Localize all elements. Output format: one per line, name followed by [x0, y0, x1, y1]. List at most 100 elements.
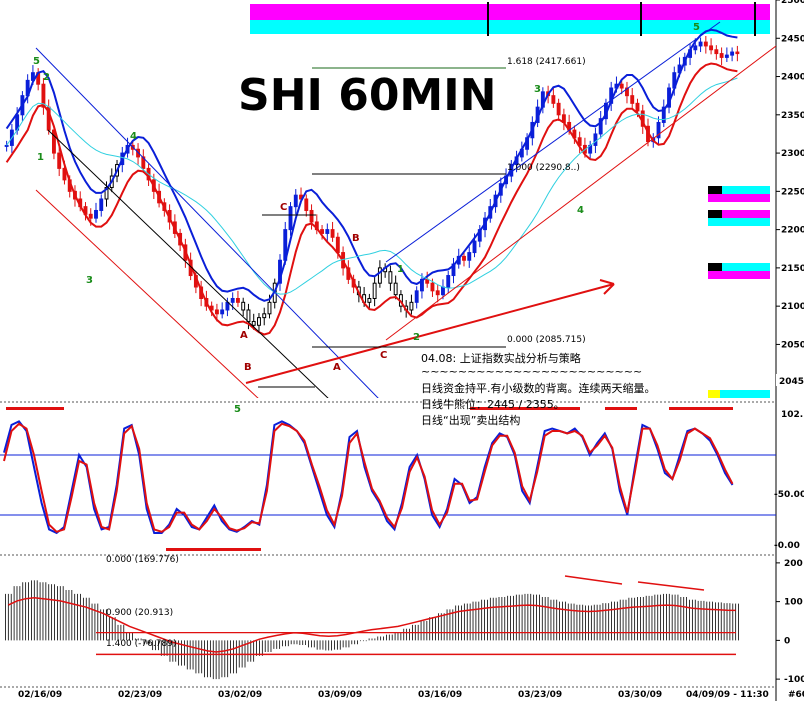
- candle-body: [257, 317, 261, 326]
- side-band-marker: [708, 263, 722, 271]
- trendline-channel-red: [385, 45, 776, 341]
- side-band: [708, 210, 770, 218]
- trendline-channel-red: [35, 189, 259, 398]
- macd-label-0900: 0.900 (20.913): [106, 608, 173, 618]
- side-band-marker: [708, 186, 722, 194]
- candle-body: [656, 121, 661, 139]
- candle-body: [225, 301, 230, 311]
- candle-body: [235, 298, 240, 303]
- candle-body: [472, 240, 477, 254]
- candle-body: [309, 209, 314, 223]
- macd-tick-label: -100: [784, 675, 804, 685]
- candle-body: [325, 229, 330, 234]
- candle-body: [556, 102, 561, 116]
- stoch-tick-50: -50.00: [774, 490, 804, 500]
- candle-body: [141, 156, 146, 169]
- candle-body: [388, 271, 393, 284]
- stoch-top-label: 102.: [781, 410, 803, 420]
- macd-arrow: [564, 575, 623, 585]
- macd-arrow: [637, 581, 705, 591]
- y-tick-label: 2100.: [781, 302, 804, 312]
- candle-body: [625, 87, 629, 97]
- y-tick-label: 2500.: [781, 0, 804, 6]
- candle-body: [724, 54, 729, 58]
- candle-body: [99, 198, 104, 211]
- wave-label-green: 4: [130, 131, 137, 142]
- x-tick-label: 02/16/09: [18, 690, 62, 700]
- candle-body: [304, 198, 309, 211]
- candle-body: [462, 255, 466, 261]
- candle-body: [246, 309, 251, 322]
- candle-body: [735, 51, 740, 55]
- stoch-signal-bar: [6, 407, 64, 410]
- price-panel: [0, 0, 776, 398]
- current-price-label: 2045.: [779, 377, 804, 387]
- current-price-box: [776, 374, 804, 386]
- wave-label-green: 5: [693, 22, 700, 33]
- y-tick-label: 2400.: [781, 73, 804, 83]
- x-tick-label: 03/23/09: [518, 690, 562, 700]
- wave-label-red: C: [280, 202, 287, 213]
- stoch-signal-bar: [605, 407, 637, 410]
- candle-body: [709, 45, 714, 51]
- candle-body: [241, 301, 246, 311]
- fib-label-0000: 0.000 (2085.715): [507, 335, 586, 345]
- side-band: [708, 263, 770, 271]
- candle-body: [230, 298, 235, 303]
- fib-label-1000: 1.000 (2290.8..): [507, 163, 580, 173]
- candle-body: [551, 95, 556, 104]
- wave-label-green: 2: [413, 332, 420, 343]
- x-tick-label: 04/09/09 - 11:30: [686, 690, 769, 700]
- candle-body: [377, 267, 382, 284]
- candle-body: [630, 95, 635, 104]
- macd-label-0: 0.000 (169.776): [106, 555, 179, 565]
- candle-body: [367, 298, 372, 303]
- wave-label-green: 2: [43, 72, 50, 83]
- candle-body: [714, 49, 719, 55]
- candle-body: [619, 83, 624, 89]
- wave-label-green: 5: [33, 56, 40, 67]
- macd-tick-label: 200: [784, 559, 803, 569]
- wave-label-green: 3: [534, 84, 541, 95]
- side-band-marker: [708, 210, 722, 218]
- candle-body: [62, 167, 67, 181]
- y-tick-label: 2200.: [781, 226, 804, 236]
- trendline-black: [47, 129, 329, 398]
- candle-body: [446, 275, 451, 288]
- arrow-trendline: [245, 283, 615, 384]
- commentary-line-3: 日线“出现”卖出结构: [421, 413, 520, 427]
- candle-body: [251, 320, 256, 326]
- candle-body: [57, 152, 62, 169]
- candle-body: [262, 313, 267, 319]
- y-tick-label: 2350.: [781, 111, 804, 121]
- commentary-heading: 04.08: 上证指数实战分析与策略: [421, 351, 581, 365]
- commentary-divider: ~~~~~~~~~~~~~~~~~~~~~~~~: [421, 365, 642, 378]
- candle-body: [698, 41, 703, 47]
- candle-body: [267, 301, 272, 315]
- side-band: [708, 186, 770, 194]
- candle-body: [393, 282, 398, 296]
- candle-body: [419, 278, 424, 292]
- stoch-signal-bar: [166, 548, 261, 551]
- candle-body: [220, 309, 225, 315]
- candle-body: [593, 133, 598, 146]
- y-axis-column: [776, 0, 804, 701]
- chart-title: SHI 60MIN: [238, 70, 496, 121]
- candle-body: [288, 206, 293, 231]
- candle-body: [414, 290, 419, 303]
- macd-signal-line: [7, 596, 736, 653]
- stoch-panel: [0, 407, 776, 551]
- candle-body: [330, 229, 335, 238]
- candle-body: [335, 236, 340, 254]
- trendline-channel-blue: [35, 47, 379, 398]
- macd-tick-label: 0: [784, 636, 790, 646]
- ma-upper-blue: [5, 28, 738, 302]
- candle-body: [320, 229, 325, 234]
- indicator-band-magenta: [250, 4, 770, 20]
- stoch-signal-bar: [669, 407, 733, 410]
- candle-body: [719, 53, 724, 58]
- candle-body: [4, 144, 9, 147]
- candle-body: [430, 282, 435, 292]
